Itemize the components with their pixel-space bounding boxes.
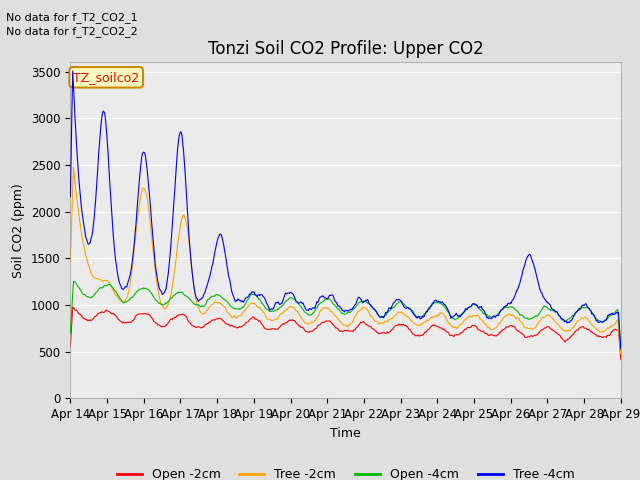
Title: Tonzi Soil CO2 Profile: Upper CO2: Tonzi Soil CO2 Profile: Upper CO2 [208,40,483,58]
Y-axis label: Soil CO2 (ppm): Soil CO2 (ppm) [13,183,26,278]
Text: No data for f_T2_CO2_1: No data for f_T2_CO2_1 [6,12,138,23]
Text: TZ_soilco2: TZ_soilco2 [73,71,140,84]
X-axis label: Time: Time [330,427,361,440]
Text: No data for f_T2_CO2_2: No data for f_T2_CO2_2 [6,26,138,37]
Legend: Open -2cm, Tree -2cm, Open -4cm, Tree -4cm: Open -2cm, Tree -2cm, Open -4cm, Tree -4… [112,463,579,480]
